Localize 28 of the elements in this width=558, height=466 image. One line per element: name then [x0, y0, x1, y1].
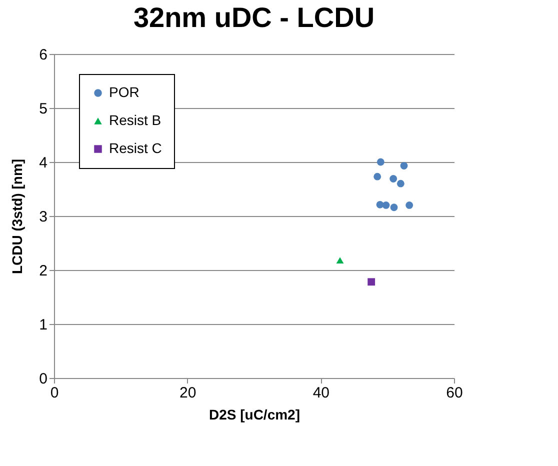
y-tick-label: 5	[39, 100, 48, 118]
x-axis-title: D2S [uC/cm2]	[208, 406, 300, 422]
point	[382, 202, 390, 209]
x-tick-label: 20	[179, 384, 196, 402]
legend-label: POR	[109, 84, 140, 100]
x-tick-label: 40	[312, 384, 330, 402]
point	[396, 180, 404, 188]
point	[336, 257, 344, 264]
point	[374, 172, 382, 180]
point	[400, 162, 408, 170]
point	[406, 202, 414, 209]
x-tick-label: 0	[50, 384, 59, 402]
point	[376, 200, 384, 208]
point	[368, 278, 376, 286]
legend-label: Resist C	[109, 140, 162, 156]
y-axis-title: LCDU (3std) [nm]	[9, 158, 26, 274]
y-tick-label: 0	[39, 370, 48, 388]
y-tick-label: 1	[39, 316, 48, 334]
point	[390, 175, 398, 182]
y-tick-label: 6	[39, 46, 48, 64]
point	[376, 158, 384, 166]
x-tick-label: 60	[446, 384, 463, 402]
y-tick-label: 2	[39, 262, 48, 280]
legend-label: Resist B	[109, 112, 162, 128]
y-tick-label: 3	[39, 208, 48, 226]
point	[390, 204, 398, 212]
chart-title: 32nm uDC - LCDU	[133, 2, 375, 33]
y-tick-label: 4	[39, 154, 48, 172]
